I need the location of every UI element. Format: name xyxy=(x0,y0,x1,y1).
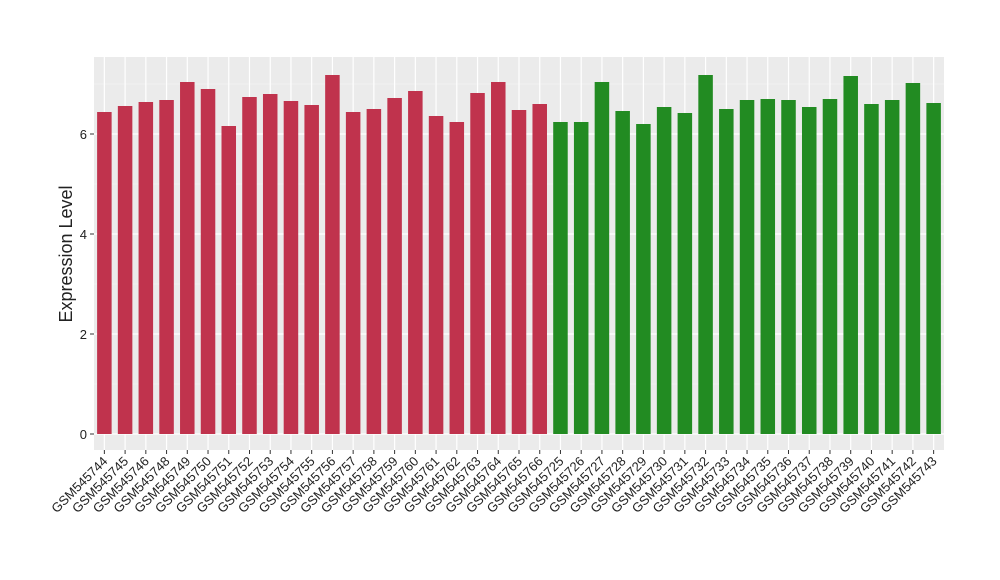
bar xyxy=(180,82,195,434)
bar xyxy=(739,100,755,434)
bar xyxy=(449,122,465,434)
bar xyxy=(304,105,319,434)
bar xyxy=(926,103,941,434)
bar xyxy=(138,102,154,434)
bar xyxy=(117,106,133,434)
bar xyxy=(366,109,382,434)
bar xyxy=(408,91,423,434)
bar xyxy=(345,112,361,434)
bar xyxy=(97,112,112,434)
y-axis-label: Expression Level xyxy=(56,185,76,322)
bar xyxy=(594,82,610,434)
y-tick-label: 2 xyxy=(80,327,87,342)
bar xyxy=(491,82,506,434)
bar xyxy=(221,126,237,434)
bar xyxy=(242,97,257,434)
bar xyxy=(532,104,547,434)
bar xyxy=(822,99,838,434)
y-tick-label: 0 xyxy=(80,427,87,442)
bar xyxy=(325,75,340,434)
bar xyxy=(200,89,216,434)
bar xyxy=(864,104,879,434)
bar xyxy=(387,98,402,434)
bar xyxy=(843,76,858,434)
bar xyxy=(615,111,630,434)
bar xyxy=(698,75,713,434)
bar xyxy=(760,99,776,434)
bar xyxy=(428,116,444,434)
bar xyxy=(159,100,174,434)
bar xyxy=(719,109,734,434)
bar xyxy=(573,122,589,434)
bar xyxy=(677,113,693,434)
bar xyxy=(656,107,672,434)
bar xyxy=(470,93,485,434)
bar xyxy=(905,83,921,434)
bar xyxy=(636,124,651,434)
y-tick-label: 6 xyxy=(80,127,87,142)
bar xyxy=(553,122,568,434)
bar xyxy=(781,100,796,434)
bar xyxy=(511,110,527,434)
bar xyxy=(262,94,278,434)
y-tick-label: 4 xyxy=(80,227,87,242)
bar xyxy=(283,101,299,434)
bar xyxy=(884,100,900,434)
bar xyxy=(801,107,817,434)
